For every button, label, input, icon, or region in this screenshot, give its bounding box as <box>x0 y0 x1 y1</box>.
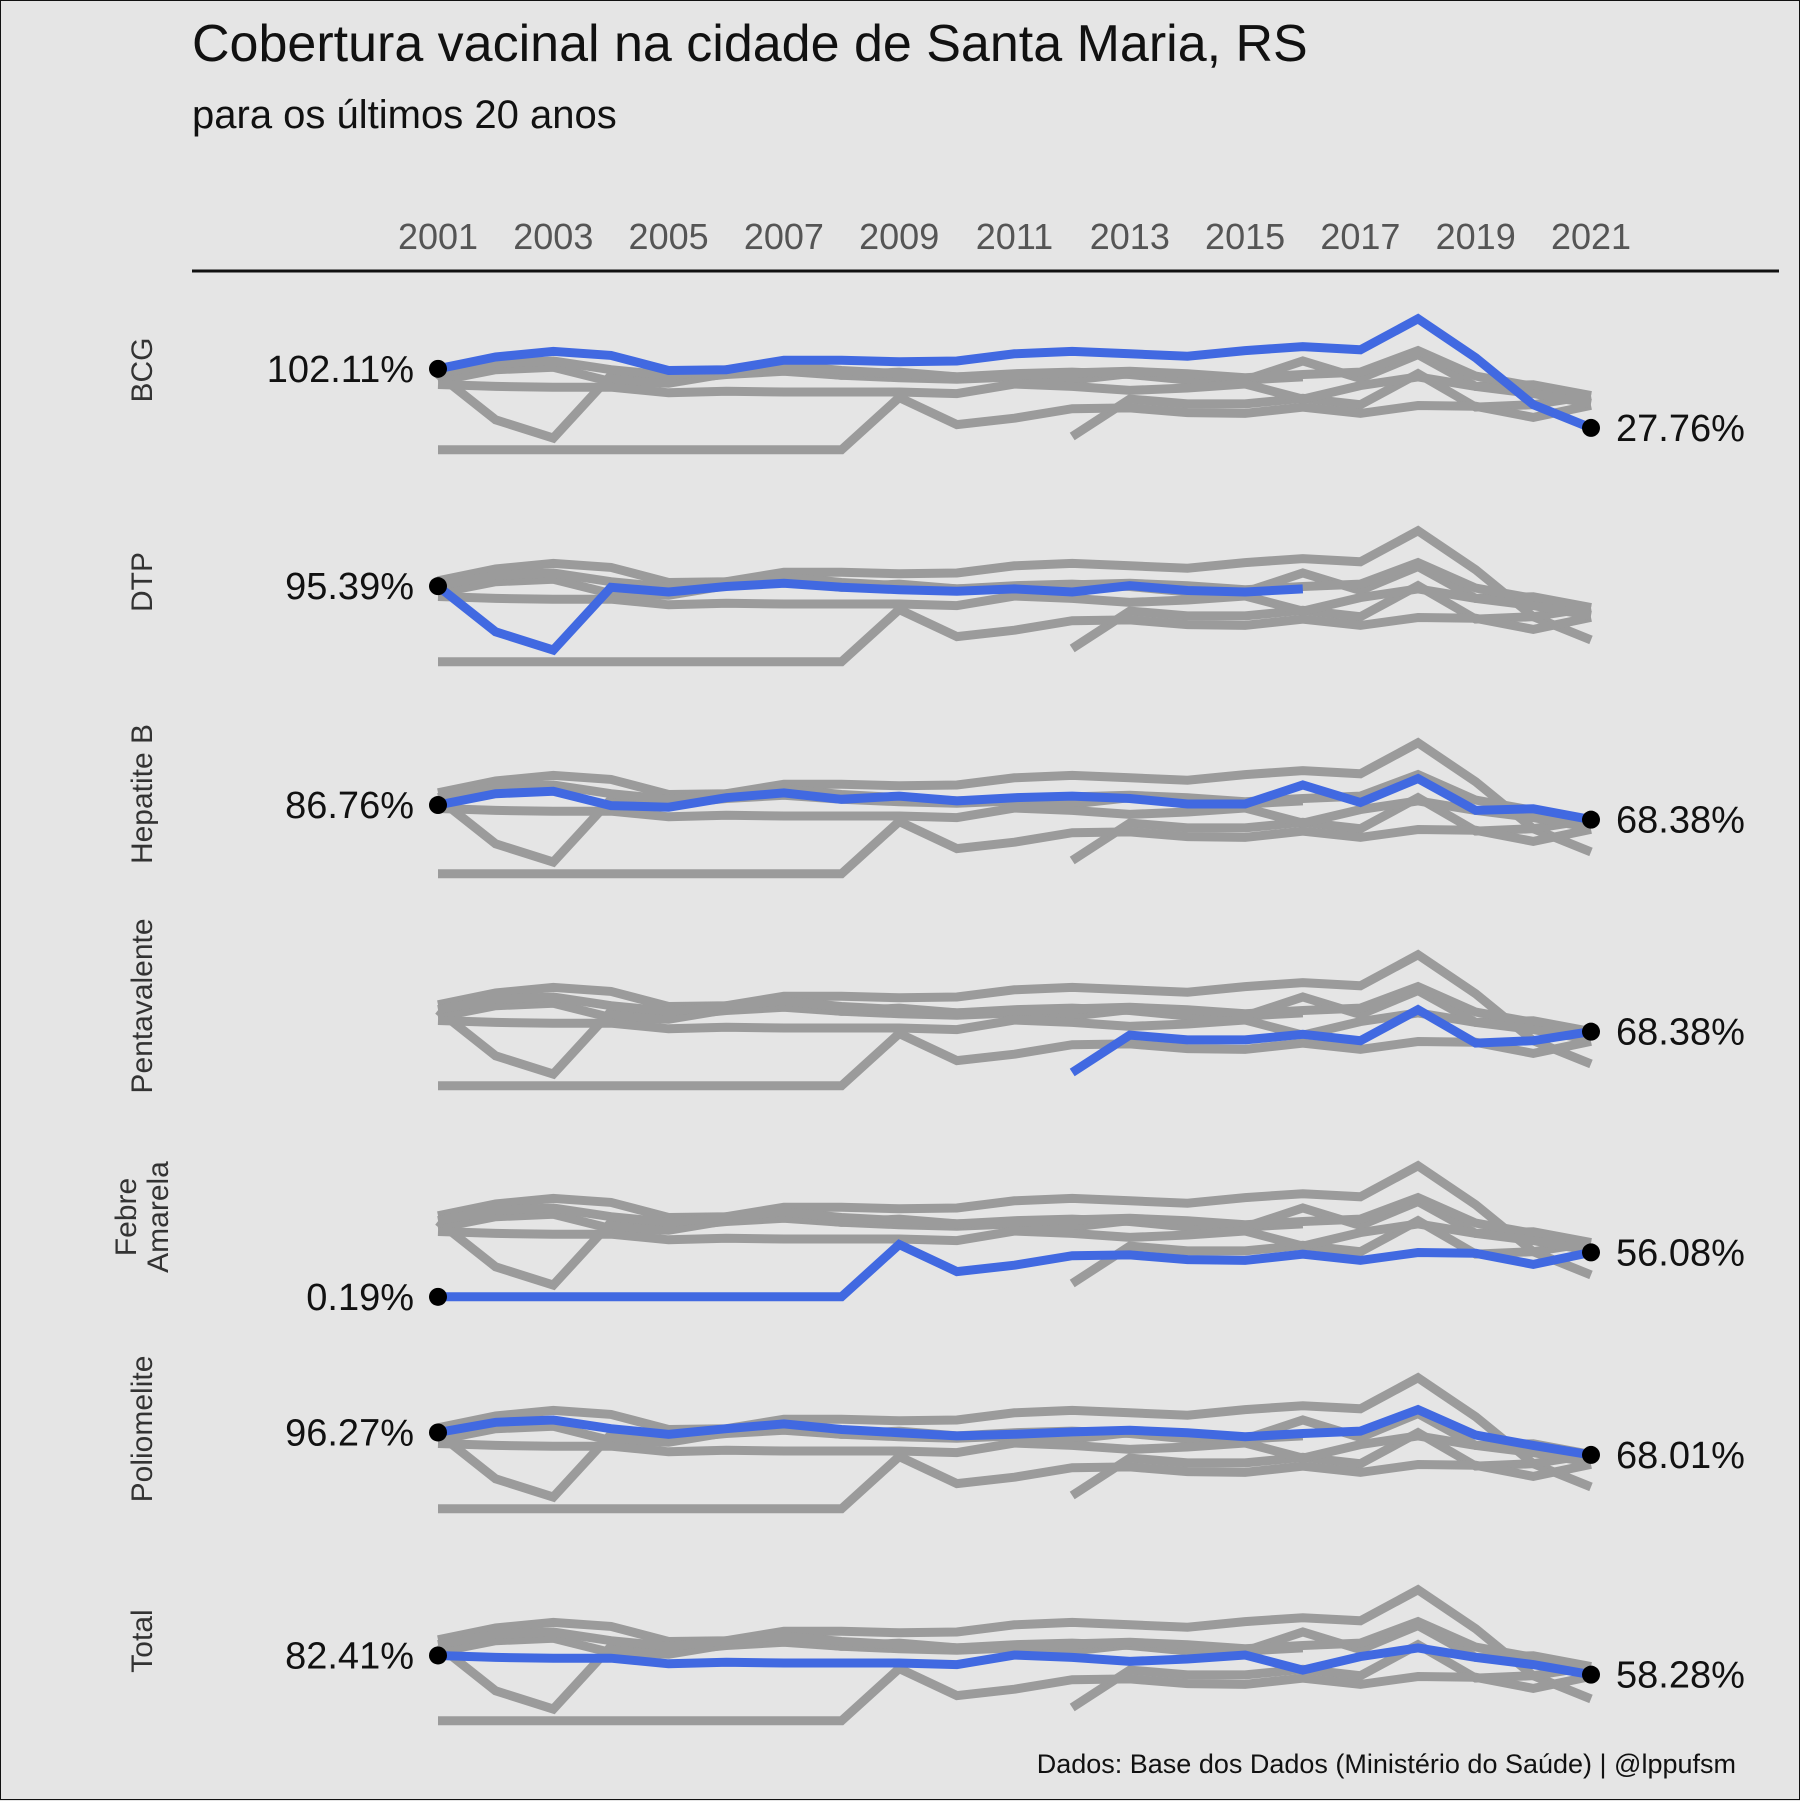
end-value-label: 68.38% <box>1616 1012 1745 1054</box>
x-tick-label-2009: 2009 <box>859 216 939 257</box>
end-value-label: 27.76% <box>1616 408 1745 450</box>
panel-label-line: BCG <box>126 337 159 402</box>
highlight-line-total <box>437 1643 1592 1680</box>
context-line-poliomelite <box>437 1192 1592 1248</box>
end-value-label: 58.28% <box>1616 1655 1745 1697</box>
start-point <box>429 1423 447 1442</box>
start-value-label: 95.39% <box>285 566 414 608</box>
start-value-label: 102.11% <box>267 349 414 391</box>
panel-label-hepatite-b: Hepatite B <box>126 724 159 864</box>
context-line-bcg <box>437 1160 1593 1280</box>
x-tick-label-2011: 2011 <box>976 216 1053 257</box>
x-tick-label-2013: 2013 <box>1090 216 1170 257</box>
context-line-bcg <box>437 949 1593 1069</box>
context-line-bcg <box>437 1584 1593 1704</box>
highlight-line-bcg <box>437 313 1593 433</box>
context-line-pentavalente <box>1069 1639 1592 1712</box>
panel-label-total: Total <box>126 1609 159 1672</box>
context-line-bcg <box>437 525 1593 645</box>
context-line-total <box>437 584 1592 621</box>
end-point <box>1582 418 1600 437</box>
end-value-label: 56.08% <box>1616 1232 1745 1274</box>
context-line-pentavalente <box>1069 792 1592 865</box>
panel-label-line: Total <box>126 1609 159 1672</box>
panel-dtp: 95.39% DTP <box>126 525 1593 667</box>
start-value-label: 0.19% <box>306 1277 414 1319</box>
panel-poliomelite: 96.27% 68.01% Poliomelite <box>126 1356 1745 1514</box>
context-line-pentavalente <box>1069 1427 1592 1500</box>
start-point <box>429 1646 447 1665</box>
start-point <box>429 359 447 378</box>
end-point <box>1582 810 1600 829</box>
context-line-pentavalente <box>1069 1215 1592 1288</box>
panel-hepatite-b: 86.76% 68.38% Hepatite B <box>126 724 1745 879</box>
start-point <box>429 577 447 596</box>
context-line-febre-amarela <box>438 816 1592 879</box>
highlight-line-febre-amarela <box>438 1239 1592 1302</box>
end-point <box>1582 1445 1600 1464</box>
data-source-caption: Dados: Base dos Dados (Ministério do Saú… <box>1037 1749 1736 1779</box>
panel-label-line: Amarela <box>142 1161 175 1273</box>
panel-label-pentavalente: Pentavalente <box>126 918 159 1093</box>
panel-label-line: Febre <box>110 1178 143 1256</box>
panel-label-bcg: BCG <box>126 337 159 402</box>
panel-label-febre-amarela: Febre Amarela <box>110 1161 175 1273</box>
x-tick-label-2001: 2001 <box>398 216 478 257</box>
start-value-label: 82.41% <box>285 1635 414 1677</box>
x-tick-label-2019: 2019 <box>1436 216 1516 257</box>
small-multiples: 102.11% 27.76% BCG 95.39% DTP 86.76% 68.38% Hep… <box>110 313 1745 1726</box>
highlight-line-hepatite-b <box>437 773 1592 825</box>
context-line-poliomelite <box>437 981 1592 1037</box>
start-value-label: 96.27% <box>285 1412 414 1454</box>
context-line-pentavalente <box>1069 368 1592 441</box>
context-line-poliomelite <box>437 1616 1592 1672</box>
start-point <box>429 796 447 815</box>
highlight-line-poliomelite <box>437 1404 1592 1460</box>
panel-bcg: 102.11% 27.76% BCG <box>126 313 1745 455</box>
context-line-total <box>437 1219 1592 1256</box>
panel-label-dtp: DTP <box>126 552 159 612</box>
chart-title: Cobertura vacinal na cidade de Santa Mar… <box>192 15 1308 73</box>
context-line-bcg <box>437 737 1593 857</box>
context-line-total <box>437 372 1592 409</box>
x-axis: 2001 2003 2005 2007 2009 2011 2013 2015 2017 2019… <box>398 216 1631 257</box>
x-tick-label-2015: 2015 <box>1205 216 1285 257</box>
panel-label-poliomelite: Poliomelite <box>126 1356 159 1503</box>
panel-febre-amarela: 0.19% 56.08% Febre Amarela <box>110 1160 1745 1319</box>
x-tick-label-2003: 2003 <box>513 216 593 257</box>
context-line-poliomelite <box>437 345 1592 401</box>
end-value-label: 68.01% <box>1616 1435 1745 1477</box>
context-line-pentavalente <box>1069 580 1592 653</box>
context-line-total <box>437 1431 1592 1468</box>
context-line-febre-amarela <box>438 1028 1592 1091</box>
context-line-febre-amarela <box>438 604 1592 667</box>
context-line-febre-amarela <box>438 1663 1592 1726</box>
x-tick-label-2007: 2007 <box>744 216 824 257</box>
panel-label-line: DTP <box>126 552 159 612</box>
panel-label-line: Poliomelite <box>126 1356 159 1503</box>
panel-label-line: Pentavalente <box>126 918 159 1093</box>
context-line-total <box>437 796 1592 833</box>
chart-subtitle: para os últimos 20 anos <box>192 93 617 137</box>
context-line-febre-amarela <box>438 392 1592 455</box>
end-point <box>1582 1665 1600 1684</box>
highlight-line-pentavalente <box>1069 1004 1592 1077</box>
start-point <box>429 1287 447 1306</box>
context-line-bcg <box>437 1372 1593 1492</box>
end-point <box>1582 1022 1600 1041</box>
panel-total: 82.41% 58.28% Total <box>126 1584 1745 1726</box>
context-line-febre-amarela <box>438 1451 1592 1514</box>
highlight-line-dtp <box>435 578 1304 656</box>
x-tick-label-2017: 2017 <box>1320 216 1400 257</box>
end-point <box>1582 1243 1600 1262</box>
x-tick-label-2005: 2005 <box>629 216 709 257</box>
x-tick-label-2021: 2021 <box>1551 216 1631 257</box>
panel-label-line: Hepatite B <box>126 724 159 864</box>
start-value-label: 86.76% <box>285 785 414 827</box>
panel-pentavalente: 68.38% Pentavalente <box>126 918 1745 1093</box>
end-value-label: 68.38% <box>1616 800 1745 842</box>
